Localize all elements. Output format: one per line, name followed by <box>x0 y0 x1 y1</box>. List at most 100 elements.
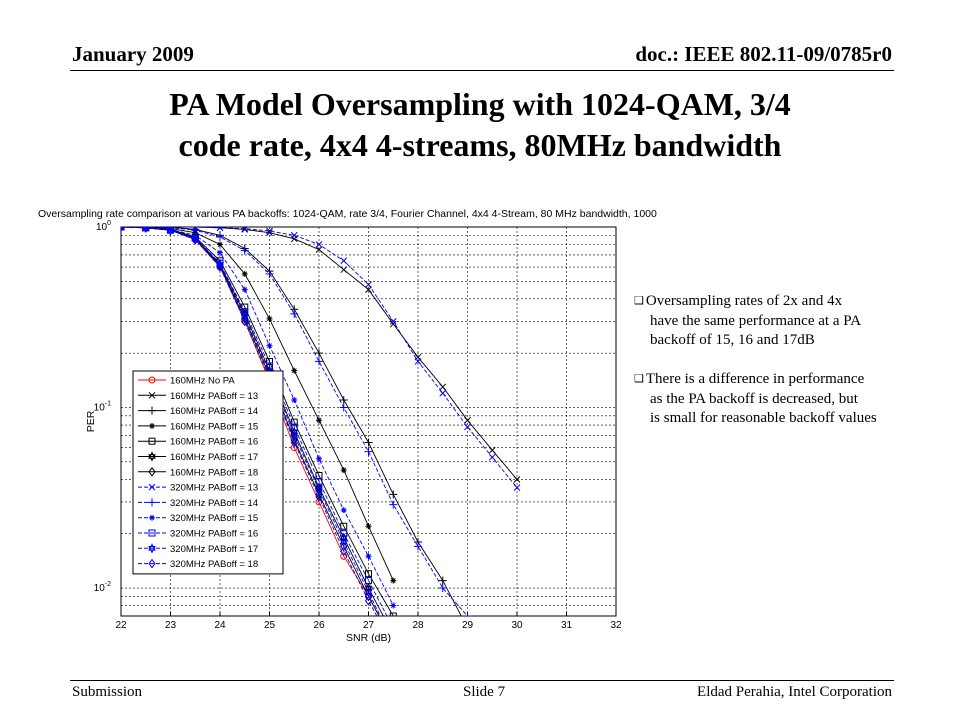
x-tick-label: 26 <box>313 620 325 631</box>
data-point <box>389 612 397 616</box>
data-point <box>148 529 156 537</box>
data-point <box>217 241 223 248</box>
data-point <box>488 453 496 461</box>
chart-title: Oversampling rate comparison at various … <box>38 208 657 220</box>
y-tick-label: 100 <box>96 220 111 233</box>
data-point <box>389 318 397 325</box>
legend-entry: 320MHz PABoff = 16 <box>138 529 258 540</box>
data-point <box>148 454 156 462</box>
x-tick-label: 30 <box>511 620 523 631</box>
data-point <box>241 227 249 233</box>
data-point <box>365 570 372 578</box>
data-point <box>365 281 372 288</box>
data-point <box>364 447 373 456</box>
data-point <box>389 500 398 509</box>
checkbox-bullet-icon: ❑ <box>634 373 644 385</box>
data-point <box>241 316 249 327</box>
data-point <box>340 467 347 474</box>
data-point <box>390 641 396 647</box>
series <box>121 227 378 616</box>
data-point <box>439 383 447 391</box>
data-point <box>290 309 299 318</box>
header-divider <box>70 70 894 71</box>
data-point <box>339 403 348 412</box>
data-point <box>390 638 396 646</box>
data-point <box>315 477 323 485</box>
legend-entry: 320MHz PABoff = 18 <box>138 558 258 570</box>
data-point <box>148 376 156 384</box>
data-point <box>290 430 299 438</box>
data-point <box>266 342 273 349</box>
series <box>121 227 397 584</box>
data-point <box>290 231 298 239</box>
data-point <box>148 558 156 569</box>
series-line <box>121 227 394 606</box>
legend: 160MHz No PA 160MHz PABoff = 13 160MHz PAB… <box>132 370 284 575</box>
data-point <box>166 227 175 236</box>
data-point <box>315 492 323 502</box>
data-point <box>166 227 175 236</box>
data-point <box>315 357 323 366</box>
data-point <box>414 542 422 551</box>
data-point <box>316 417 322 424</box>
data-point <box>464 416 471 424</box>
note-line: is small for reasonable backoff values <box>650 410 877 426</box>
x-tick-label: 27 <box>363 620 375 631</box>
data-point <box>463 612 472 616</box>
legend-label: 320MHz PABoff = 14 <box>170 498 258 509</box>
data-point <box>390 639 396 645</box>
data-point <box>142 227 150 233</box>
data-point <box>241 227 249 232</box>
y-tick-label: 10-1 <box>94 401 111 414</box>
legend-entry: 160MHz No PA <box>138 376 235 387</box>
data-point <box>142 227 149 233</box>
data-point <box>340 507 347 514</box>
legend-label: 160MHz PABoff = 13 <box>170 391 258 402</box>
data-point <box>390 625 396 631</box>
x-tick-label: 28 <box>412 620 424 631</box>
data-point <box>315 241 323 248</box>
y-axis-label: PER <box>85 410 97 432</box>
data-point <box>464 423 471 431</box>
data-point <box>364 595 373 606</box>
slide-title-line-1: PA Model Oversampling with 1024-QAM, 3/4 <box>169 86 791 122</box>
data-point <box>439 389 447 397</box>
data-point <box>290 433 299 441</box>
data-point <box>216 262 224 272</box>
data-point <box>340 530 348 538</box>
data-point <box>316 455 322 462</box>
data-point <box>339 539 348 548</box>
legend-entry: 160MHz PABoff = 15 <box>138 421 258 432</box>
x-tick-label: 32 <box>610 620 622 631</box>
header-doc-id: doc.: IEEE 802.11-09/0785r0 <box>635 42 892 66</box>
legend-label: 320MHz PABoff = 18 <box>170 559 258 570</box>
data-point <box>365 523 372 530</box>
slide-title-line-2: code rate, 4x4 4-streams, 80MHz bandwidt… <box>178 127 782 163</box>
y-tick-label: 10-2 <box>94 581 111 594</box>
legend-label: 320MHz PABoff = 15 <box>170 513 258 524</box>
data-point <box>266 357 273 365</box>
data-point <box>513 484 521 491</box>
note-item: ❑ Oversampling rates of 2x and 4x have th… <box>634 292 954 351</box>
note-item: ❑ There is a difference in performance as… <box>634 370 954 429</box>
data-point <box>438 584 447 593</box>
legend-entry: 160MHz PABoff = 14 <box>138 406 258 417</box>
data-point <box>290 418 298 426</box>
note-line: as the PA backoff is decreased, but <box>650 390 858 407</box>
data-point <box>340 266 348 274</box>
data-point <box>241 286 248 293</box>
data-point <box>488 446 496 454</box>
data-point <box>438 576 447 585</box>
note-line: backoff of 15, 16 and 17dB <box>650 332 815 348</box>
legend-box <box>132 370 284 575</box>
data-point <box>265 269 274 278</box>
data-point <box>291 397 298 404</box>
data-point <box>148 437 156 445</box>
data-point <box>149 514 155 521</box>
legend-entry: 320MHz PABoff = 14 <box>138 498 258 509</box>
data-point <box>149 422 155 429</box>
data-point <box>364 591 373 602</box>
x-tick-label: 25 <box>264 620 276 631</box>
data-point <box>216 259 224 267</box>
